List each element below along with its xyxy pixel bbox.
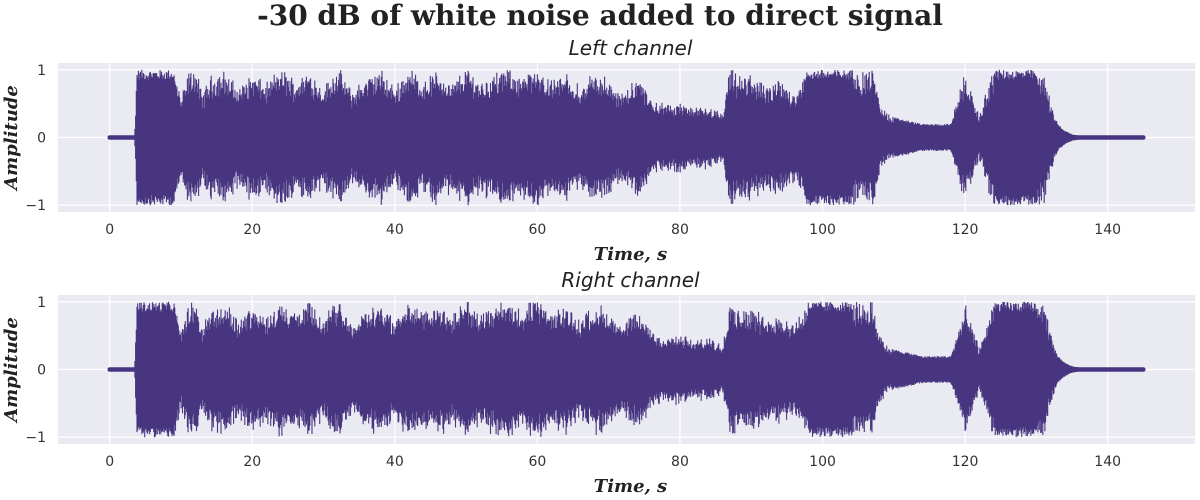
x-tick-label: 40: [386, 454, 404, 470]
x-tick-label: 80: [671, 222, 689, 238]
right-channel-panel: 0 20 40 60 80 100 120 140 −1 0 1 Right channel Time,…: [1, 268, 1195, 497]
y-tick-label: 0: [37, 363, 46, 379]
x-tick-label: 120: [952, 454, 979, 470]
x-tick-label: 60: [528, 454, 546, 470]
x-tick-label: 140: [1094, 222, 1121, 238]
axes-title: Right channel: [561, 268, 700, 292]
x-tick-label: 120: [952, 222, 979, 238]
x-tick-label: 20: [243, 454, 261, 470]
x-tick-label: 100: [809, 222, 836, 238]
x-tick-label: 0: [105, 222, 114, 238]
y-tick-label: 1: [37, 295, 46, 311]
x-tick-label: 20: [243, 222, 261, 238]
figure-title: -30 dB of white noise added to direct si…: [257, 0, 943, 32]
y-axis-label: Amplitude: [1, 317, 22, 424]
x-tick-label: 0: [105, 454, 114, 470]
x-tick-label: 140: [1094, 454, 1121, 470]
axes-title: Left channel: [569, 36, 693, 60]
x-tick-label: 80: [671, 454, 689, 470]
y-tick-label: 0: [37, 131, 46, 147]
x-tick-label: 40: [386, 222, 404, 238]
y-tick-label: −1: [25, 198, 46, 214]
y-tick-label: 1: [37, 63, 46, 79]
x-tick-label: 100: [809, 454, 836, 470]
x-tick-label: 60: [528, 222, 546, 238]
y-tick-label: −1: [25, 430, 46, 446]
x-axis-label: Time, s: [594, 476, 667, 497]
left-channel-panel: 0 20 40 60 80 100 120 140 −1 0 1 Left channel Time, …: [1, 36, 1195, 265]
y-axis-label: Amplitude: [1, 85, 22, 192]
x-axis-label: Time, s: [594, 244, 667, 265]
